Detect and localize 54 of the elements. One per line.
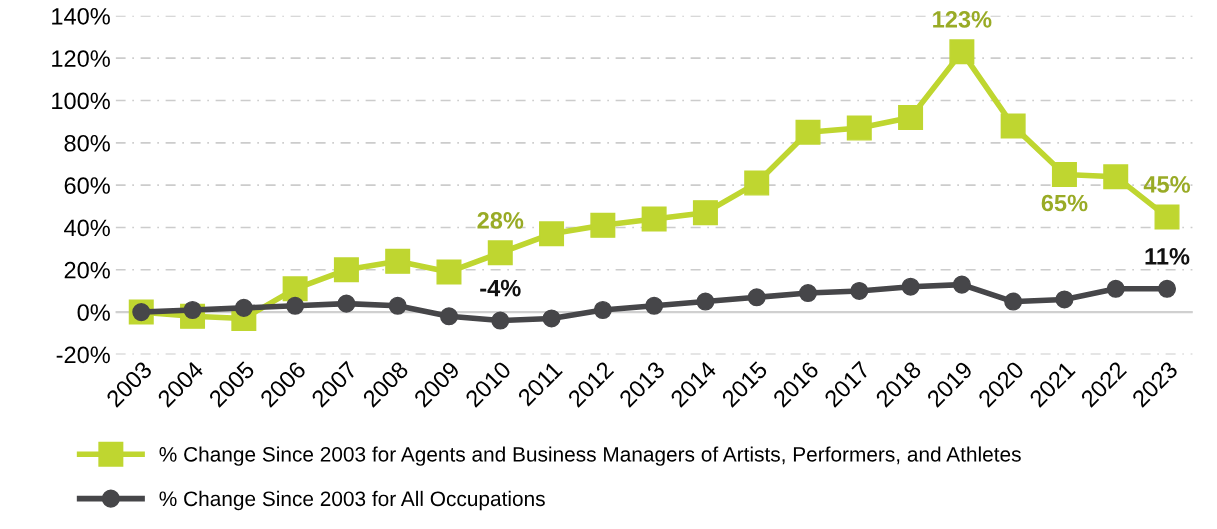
data-label: 123% [933, 11, 992, 28]
point [952, 275, 971, 294]
y-tick-label: -20% [56, 346, 110, 364]
point [542, 309, 561, 328]
point [747, 288, 766, 307]
y-tick-label: 140% [52, 7, 110, 25]
point [641, 206, 667, 232]
point [593, 300, 612, 320]
point [795, 119, 821, 145]
data-label: 65% [1041, 194, 1088, 212]
y-tick-label: 40% [64, 219, 110, 237]
data-label: -4% [480, 279, 521, 297]
point [234, 298, 253, 317]
y-tick-label: 60% [64, 177, 110, 194]
y-tick-label: 80% [64, 134, 110, 152]
point [1051, 162, 1077, 188]
point [1055, 290, 1074, 309]
point [337, 294, 356, 313]
point [491, 311, 510, 330]
point [286, 296, 305, 315]
point [1154, 204, 1180, 230]
point [439, 307, 459, 326]
point [1000, 113, 1026, 139]
point [385, 248, 411, 274]
data-label: 11% [1145, 248, 1190, 265]
point [901, 277, 920, 296]
data-label: 45% [1143, 176, 1191, 193]
point [436, 259, 462, 285]
point [949, 39, 975, 65]
legend-label: % Change Since 2003 for Agents and Business Managers of Artists, Performers, and Athletes [159, 446, 1021, 466]
point [850, 281, 869, 300]
point [388, 296, 407, 315]
point [1103, 164, 1129, 190]
point [1157, 279, 1177, 298]
point [487, 240, 513, 266]
point [798, 284, 818, 303]
legend-label: % Change Since 2003 for All Occupations [159, 490, 545, 511]
point [1004, 292, 1023, 311]
point [590, 212, 616, 238]
point [898, 104, 924, 130]
y-tick-label: 20% [64, 261, 110, 279]
point [1106, 279, 1125, 298]
point [282, 276, 308, 302]
point [696, 292, 715, 311]
y-tick-label: 100% [52, 92, 110, 110]
y-tick-label: 120% [52, 50, 110, 67]
point [846, 115, 872, 141]
point [333, 257, 359, 283]
point [539, 221, 565, 247]
y-tick-label: 0% [77, 304, 110, 321]
point [692, 200, 718, 226]
point [645, 296, 664, 315]
point [744, 170, 770, 196]
data-label: 28% [477, 212, 524, 229]
